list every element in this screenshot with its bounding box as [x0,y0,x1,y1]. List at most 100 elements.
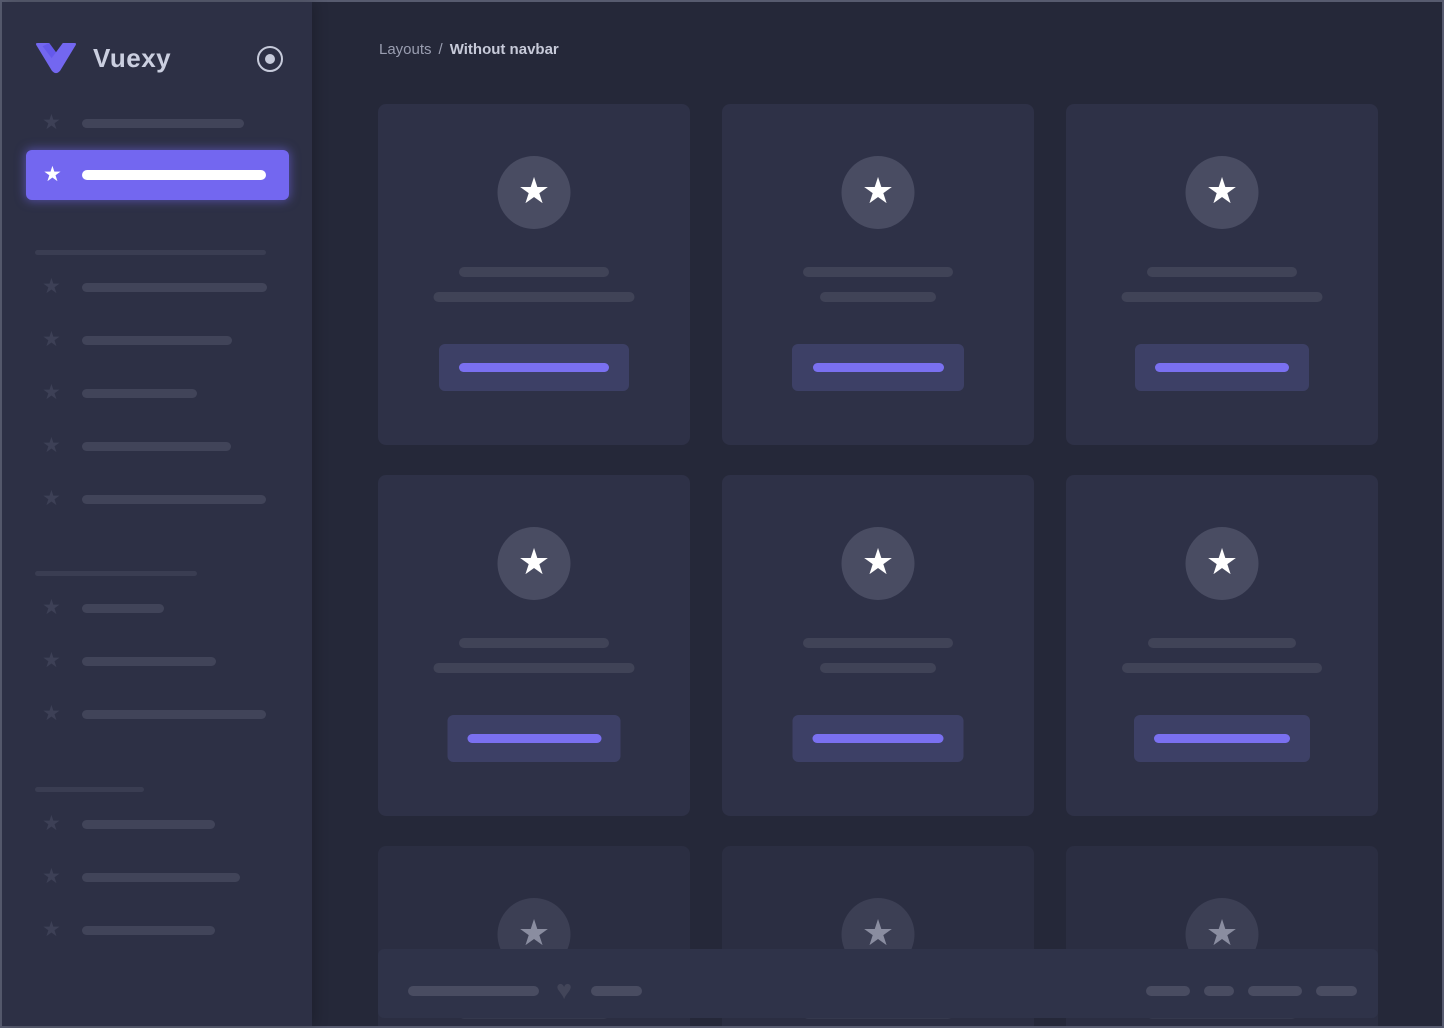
menu-label-bar [82,656,216,666]
skeleton-line [803,638,953,648]
skeleton-line [459,638,609,648]
sidebar-item[interactable]: ★ [42,276,292,298]
menu-label-bar [82,603,164,613]
sidebar-item-active[interactable]: ★ [26,150,289,200]
star-icon: ★ [42,434,61,457]
card-avatar: ★ [1185,527,1259,600]
footer-skeleton-bar [1146,985,1190,996]
demo-card: ★ [378,475,690,816]
card-action-button[interactable] [792,344,964,391]
menu-label-bar [82,819,215,829]
menu-pin-toggle-icon[interactable] [257,45,283,72]
card-avatar: ★ [497,156,571,229]
star-icon: ★ [517,912,551,953]
star-icon: ★ [1205,541,1239,582]
sidebar-item[interactable]: ★ [42,703,292,725]
star-icon: ★ [42,812,61,835]
menu-label-bar [82,282,267,292]
breadcrumb-parent[interactable]: Layouts [379,41,432,58]
demo-card: ★ [1066,104,1378,445]
star-icon: ★ [42,649,61,672]
skeleton-line [1147,267,1297,277]
sidebar-item[interactable]: ★ [42,112,292,134]
footer-skeleton-bar [408,985,539,996]
sidebar-section-divider [35,571,197,576]
star-icon: ★ [42,702,61,725]
sidebar-item[interactable]: ★ [42,488,292,510]
menu-label-bar [82,494,266,504]
star-icon: ★ [1205,912,1239,953]
star-icon: ★ [42,111,61,134]
button-label-bar [467,734,601,743]
star-icon: ★ [861,541,895,582]
sidebar-section-divider [35,787,144,792]
demo-card: ★ [722,104,1034,445]
sidebar-section-divider [35,250,266,255]
star-icon: ★ [42,381,61,404]
star-icon: ★ [42,275,61,298]
page-footer: ♥ [378,949,1378,1018]
heart-icon: ♥ [556,975,573,1005]
sidebar-item[interactable]: ★ [42,597,292,619]
demo-card: ★ [378,104,690,445]
brand-name: Vuexy [93,43,172,73]
sidebar-item[interactable]: ★ [42,329,292,351]
breadcrumb: Layouts / Without navbar [379,41,559,58]
star-icon: ★ [42,865,61,888]
star-icon: ★ [42,487,61,510]
menu-label-bar [82,925,215,935]
skeleton-line [820,292,936,302]
star-icon: ★ [42,596,61,619]
sidebar-item[interactable]: ★ [42,382,292,404]
star-icon: ★ [861,912,895,953]
skeleton-line [1121,292,1323,302]
button-label-bar [812,363,944,372]
sidebar-menu: ★ ★ ★ ★ ★ ★ ★ ★ ★ ★ ★ ★ ★ [2,112,312,941]
card-action-button[interactable] [447,715,621,762]
star-icon: ★ [42,328,61,351]
sidebar-item[interactable]: ★ [42,813,292,835]
demo-card: ★ [1066,475,1378,816]
sidebar: Vuexy ★ ★ ★ ★ ★ ★ ★ ★ ★ ★ ★ ★ ★ [2,2,312,1026]
breadcrumb-separator: / [438,41,443,58]
star-icon: ★ [1205,170,1239,211]
vuexy-logo-icon [35,43,77,74]
skeleton-line [1148,638,1296,648]
card-avatar: ★ [841,156,915,229]
card-action-button[interactable] [792,715,964,762]
star-icon: ★ [517,170,551,211]
breadcrumb-current: Without navbar [449,41,559,58]
footer-right-group [1146,985,1357,996]
demo-card: ★ [722,475,1034,816]
card-action-button[interactable] [1135,344,1309,391]
sidebar-header: Vuexy [2,2,312,74]
menu-label-bar [82,441,231,451]
menu-label-bar [82,170,266,180]
footer-skeleton-bar [591,985,643,996]
sidebar-item[interactable]: ★ [42,650,292,672]
menu-label-bar [82,872,240,882]
button-label-bar [1155,363,1289,372]
star-icon: ★ [43,163,62,186]
menu-label-bar [82,335,232,345]
card-action-button[interactable] [1134,715,1310,762]
skeleton-line [1122,663,1322,673]
menu-label-bar [82,709,266,719]
card-action-button[interactable] [439,344,629,391]
sidebar-item[interactable]: ★ [42,866,292,888]
sidebar-item[interactable]: ★ [42,435,292,457]
skeleton-line [820,663,936,673]
button-label-bar [1154,734,1290,743]
skeleton-line [433,292,635,302]
menu-label-bar [82,388,197,398]
button-label-bar [459,363,609,372]
star-icon: ★ [517,541,551,582]
skeleton-line [433,663,635,673]
footer-skeleton-bar [1316,985,1357,996]
card-avatar: ★ [497,527,571,600]
footer-skeleton-bar [1248,985,1302,996]
star-icon: ★ [42,918,61,941]
content-area: Layouts / Without navbar ★ ★ ★ ★ ★ ★ ★ ★ ★ ♥ [312,2,1442,1026]
sidebar-item[interactable]: ★ [42,919,292,941]
